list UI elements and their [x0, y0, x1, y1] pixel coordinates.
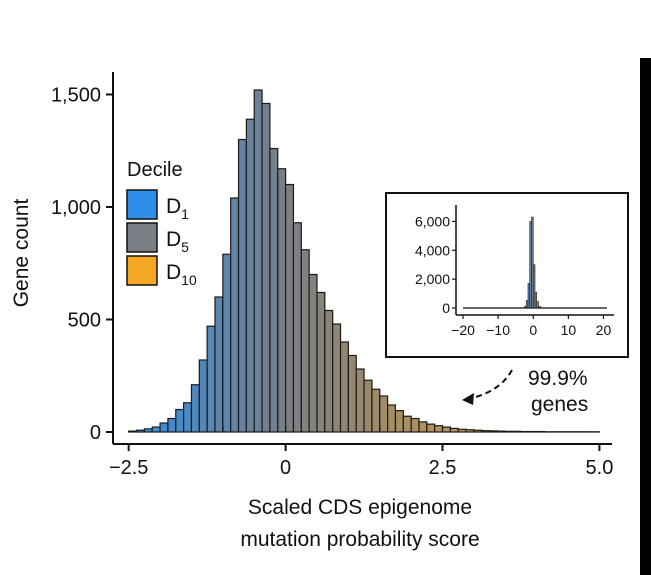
- inset-x-tick-label: 10: [561, 322, 577, 338]
- histogram-bar: [481, 430, 491, 433]
- histogram-bar: [151, 426, 161, 433]
- x-axis-label-line1: Scaled CDS epigenome: [248, 496, 472, 519]
- histogram-bar: [222, 253, 232, 433]
- histogram-bar: [418, 421, 428, 433]
- main-axes: [112, 72, 612, 445]
- y-axis-ticks: 0 500 1,000 1,500: [51, 85, 113, 444]
- histogram-bar: [253, 89, 263, 433]
- annotation-arrowhead: [462, 393, 474, 405]
- y-axis-label: Gene count: [10, 199, 33, 308]
- inset-x-axis-ticks: −20 −10 0 10 20: [451, 315, 611, 338]
- histogram-bar: [332, 323, 342, 433]
- legend-label: D1: [166, 195, 189, 222]
- legend-label: D5: [166, 228, 189, 255]
- histogram-bar: [183, 402, 193, 433]
- histogram-bar: [512, 430, 522, 433]
- right-edge-bar: [640, 58, 651, 575]
- histogram-bar: [441, 426, 451, 433]
- histogram-bar: [473, 429, 483, 433]
- main-histogram-bars: [128, 89, 601, 433]
- histogram-bar: [300, 249, 310, 433]
- annotation-arrow: [467, 369, 513, 400]
- y-tick-label: 500: [68, 310, 101, 332]
- y-tick-label: 1,000: [51, 197, 101, 219]
- histogram-bar: [402, 415, 412, 433]
- x-axis-ticks: −2.5 0 2.5 5.0: [109, 444, 613, 479]
- inset-y-tick-label: 4,000: [415, 242, 450, 258]
- inset-x-tick-label: 20: [596, 322, 612, 338]
- legend-label: D10: [166, 261, 197, 288]
- inset-frame: [385, 192, 629, 358]
- histogram-bar: [355, 368, 365, 433]
- histogram-bar: [316, 291, 326, 433]
- histogram-bar: [489, 430, 499, 433]
- histogram-bar: [135, 429, 145, 433]
- histogram-bar: [465, 429, 475, 433]
- histogram-bar: [387, 404, 397, 433]
- histogram-bar: [230, 197, 240, 433]
- histogram-bar: [324, 309, 334, 433]
- y-tick-label: 0: [90, 422, 101, 444]
- histogram-bar: [426, 423, 436, 433]
- y-tick-label: 1,500: [51, 85, 101, 107]
- histogram-bar: [269, 147, 279, 433]
- histogram-bar: [347, 354, 357, 433]
- x-tick-label: −2.5: [109, 457, 148, 479]
- legend-swatch: [126, 189, 158, 220]
- histogram-bar: [449, 427, 459, 433]
- histogram-bar: [198, 359, 208, 433]
- legend-swatch: [126, 255, 158, 286]
- histogram-bar: [214, 296, 224, 433]
- histogram-bar: [339, 341, 349, 433]
- histogram-bar: [379, 395, 389, 433]
- annotation-line1: 99.9%: [528, 367, 588, 390]
- inset-x-tick-label: 0: [529, 322, 537, 338]
- histogram-bar: [496, 430, 506, 433]
- annotation: 99.9% genes: [462, 367, 588, 416]
- inset-x-tick-label: −10: [486, 322, 510, 338]
- x-axis-label-line2: mutation probability score: [240, 528, 479, 551]
- legend-title: Decile: [127, 159, 183, 181]
- histogram-bar: [190, 384, 200, 433]
- inset-y-axis-ticks: 0 2,000 4,000 6,000: [415, 213, 456, 316]
- histogram-bar: [504, 430, 514, 433]
- inset-histogram-bars: [524, 216, 543, 309]
- histogram-bar: [285, 183, 295, 433]
- histogram-bar: [237, 138, 247, 433]
- histogram-bar: [159, 422, 169, 433]
- x-tick-label: 0: [280, 457, 291, 479]
- histogram-bar: [245, 118, 255, 433]
- histogram-bar: [363, 379, 373, 433]
- histogram-bar: [206, 325, 216, 433]
- histogram-bar: [394, 410, 404, 433]
- legend-swatch: [126, 222, 158, 253]
- histogram-bar: [261, 102, 271, 433]
- legend: Decile D1 D5 D10: [126, 159, 197, 288]
- inset-x-tick-label: −20: [451, 322, 475, 338]
- histogram-bar: [128, 430, 138, 433]
- histogram-bar: [143, 428, 153, 433]
- annotation-line2: genes: [531, 393, 588, 416]
- inset-chart: 0 2,000 4,000 6,000 −20 −10 0 10 20: [385, 192, 629, 358]
- histogram-bar: [434, 425, 444, 433]
- histogram-bar: [308, 273, 318, 433]
- inset-y-tick-label: 6,000: [415, 213, 450, 229]
- inset-y-tick-label: 2,000: [415, 271, 450, 287]
- histogram-bar: [175, 408, 185, 433]
- x-tick-label: 5.0: [586, 457, 614, 479]
- histogram-bar: [371, 388, 381, 433]
- histogram-bar: [410, 417, 420, 433]
- histogram-bar: [292, 222, 302, 433]
- histogram-bar: [277, 168, 287, 433]
- histogram-bar: [167, 417, 177, 433]
- inset-y-tick-label: 0: [442, 300, 450, 316]
- histogram-bar: [457, 428, 467, 433]
- x-tick-label: 2.5: [429, 457, 457, 479]
